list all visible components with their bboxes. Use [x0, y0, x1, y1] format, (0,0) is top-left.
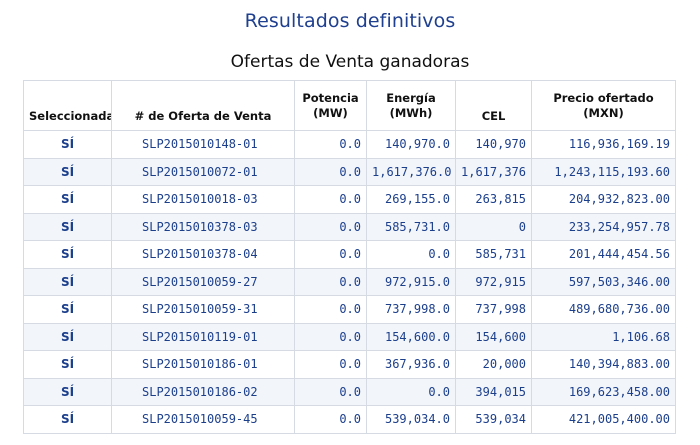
table-row: SÍ SLP2015010186-02 0.0 0.0 394,015 169,…: [23, 377, 676, 406]
cell-potencia: 0.0: [294, 240, 367, 269]
cell-seleccionada: SÍ: [23, 377, 112, 406]
cell-energia: 0.0: [366, 377, 456, 406]
cell-oferta-id: SLP2015010018-03: [111, 185, 295, 214]
cell-oferta-id: SLP2015010059-31: [111, 295, 295, 324]
cell-seleccionada: SÍ: [23, 405, 112, 434]
table-row: SÍ SLP2015010378-03 0.0 585,731.0 0 233,…: [23, 212, 676, 241]
cell-potencia: 0.0: [294, 267, 367, 296]
cell-oferta-id: SLP2015010059-27: [111, 267, 295, 296]
cell-potencia: 0.0: [294, 405, 367, 434]
cell-energia: 367,936.0: [366, 350, 456, 379]
cell-precio: 1,106.68: [531, 322, 676, 351]
cell-energia: 1,617,376.0: [366, 157, 456, 186]
page-title: Resultados definitivos: [244, 10, 456, 32]
cell-seleccionada: SÍ: [23, 295, 112, 324]
table-row: SÍ SLP2015010148-01 0.0 140,970.0 140,97…: [23, 130, 676, 159]
cell-oferta-id: SLP2015010378-04: [111, 240, 295, 269]
cell-seleccionada: SÍ: [23, 267, 112, 296]
table-row: SÍ SLP2015010059-31 0.0 737,998.0 737,99…: [23, 295, 676, 324]
header-energia: Energía (MWh): [366, 80, 456, 131]
cell-potencia: 0.0: [294, 185, 367, 214]
cell-cel: 585,731: [455, 240, 532, 269]
header-potencia-label: Potencia: [302, 90, 359, 105]
cell-potencia: 0.0: [294, 157, 367, 186]
cell-energia: 585,731.0: [366, 212, 456, 241]
offers-table: Seleccionada # de Oferta de Venta Potenc…: [23, 80, 676, 434]
header-oferta: # de Oferta de Venta: [111, 80, 295, 131]
header-precio-label: Precio ofertado: [553, 90, 654, 105]
cell-precio: 201,444,454.56: [531, 240, 676, 269]
cell-seleccionada: SÍ: [23, 350, 112, 379]
cell-oferta-id: SLP2015010148-01: [111, 130, 295, 159]
cell-cel: 972,915: [455, 267, 532, 296]
cell-cel: 539,034: [455, 405, 532, 434]
header-potencia-unit: (MW): [313, 105, 348, 120]
cell-cel: 140,970: [455, 130, 532, 159]
header-seleccionada: Seleccionada: [23, 80, 112, 131]
cell-potencia: 0.0: [294, 350, 367, 379]
cell-precio: 597,503,346.00: [531, 267, 676, 296]
cell-cel: 20,000: [455, 350, 532, 379]
cell-oferta-id: SLP2015010119-01: [111, 322, 295, 351]
cell-precio: 169,623,458.00: [531, 377, 676, 406]
header-potencia: Potencia (MW): [294, 80, 367, 131]
cell-seleccionada: SÍ: [23, 212, 112, 241]
cell-potencia: 0.0: [294, 377, 367, 406]
cell-potencia: 0.0: [294, 130, 367, 159]
cell-precio: 1,243,115,193.60: [531, 157, 676, 186]
cell-energia: 539,034.0: [366, 405, 456, 434]
header-precio-unit: (MXN): [583, 105, 624, 120]
table-row: SÍ SLP2015010186-01 0.0 367,936.0 20,000…: [23, 350, 676, 379]
cell-cel: 394,015: [455, 377, 532, 406]
cell-cel: 263,815: [455, 185, 532, 214]
cell-potencia: 0.0: [294, 322, 367, 351]
cell-seleccionada: SÍ: [23, 185, 112, 214]
cell-energia: 154,600.0: [366, 322, 456, 351]
cell-energia: 972,915.0: [366, 267, 456, 296]
cell-oferta-id: SLP2015010059-45: [111, 405, 295, 434]
cell-precio: 140,394,883.00: [531, 350, 676, 379]
cell-seleccionada: SÍ: [23, 322, 112, 351]
cell-energia: 0.0: [366, 240, 456, 269]
header-precio: Precio ofertado (MXN): [531, 80, 676, 131]
cell-precio: 489,680,736.00: [531, 295, 676, 324]
cell-potencia: 0.0: [294, 212, 367, 241]
table-row: SÍ SLP2015010018-03 0.0 269,155.0 263,81…: [23, 185, 676, 214]
cell-potencia: 0.0: [294, 295, 367, 324]
cell-precio: 116,936,169.19: [531, 130, 676, 159]
cell-precio: 233,254,957.78: [531, 212, 676, 241]
table-row: SÍ SLP2015010059-45 0.0 539,034.0 539,03…: [23, 405, 676, 434]
cell-oferta-id: SLP2015010378-03: [111, 212, 295, 241]
cell-energia: 737,998.0: [366, 295, 456, 324]
cell-oferta-id: SLP2015010186-01: [111, 350, 295, 379]
cell-seleccionada: SÍ: [23, 130, 112, 159]
table-row: SÍ SLP2015010072-01 0.0 1,617,376.0 1,61…: [23, 157, 676, 186]
table-row: SÍ SLP2015010119-01 0.0 154,600.0 154,60…: [23, 322, 676, 351]
cell-cel: 1,617,376: [455, 157, 532, 186]
cell-cel: 737,998: [455, 295, 532, 324]
cell-oferta-id: SLP2015010186-02: [111, 377, 295, 406]
table-header-row: Seleccionada # de Oferta de Venta Potenc…: [23, 80, 676, 131]
table-title: Ofertas de Venta ganadoras: [230, 52, 470, 72]
header-energia-label: Energía: [386, 90, 436, 105]
cell-precio: 204,932,823.00: [531, 185, 676, 214]
cell-oferta-id: SLP2015010072-01: [111, 157, 295, 186]
header-energia-unit: (MWh): [389, 105, 433, 120]
cell-energia: 140,970.0: [366, 130, 456, 159]
cell-precio: 421,005,400.00: [531, 405, 676, 434]
cell-seleccionada: SÍ: [23, 240, 112, 269]
table-row: SÍ SLP2015010059-27 0.0 972,915.0 972,91…: [23, 267, 676, 296]
header-cel: CEL: [455, 80, 532, 131]
cell-seleccionada: SÍ: [23, 157, 112, 186]
cell-cel: 154,600: [455, 322, 532, 351]
cell-cel: 0: [455, 212, 532, 241]
cell-energia: 269,155.0: [366, 185, 456, 214]
table-row: SÍ SLP2015010378-04 0.0 0.0 585,731 201,…: [23, 240, 676, 269]
